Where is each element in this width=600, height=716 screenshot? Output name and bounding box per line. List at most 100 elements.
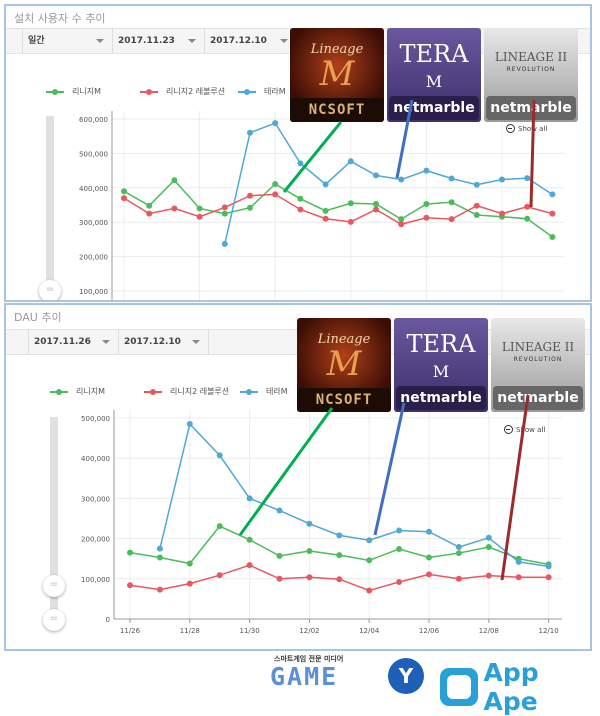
data-point [423, 215, 429, 221]
appape-logo: App Ape [440, 658, 600, 716]
data-point [348, 200, 354, 206]
y-tick-label: 100,000 [81, 576, 110, 584]
data-point [524, 216, 530, 222]
data-point [396, 579, 402, 585]
data-point [323, 216, 329, 222]
chevron-down-icon [96, 39, 104, 43]
data-point [549, 211, 555, 217]
panel-title: DAU 추이 [14, 309, 62, 325]
data-point [396, 528, 402, 534]
data-point [277, 553, 283, 559]
data-point [426, 529, 432, 535]
data-point [456, 544, 462, 550]
data-point [157, 554, 163, 560]
logo-brand: NCSOFT [290, 98, 384, 122]
data-point [157, 587, 163, 593]
series-line-1 [124, 194, 552, 224]
start-date-value: 2017.11.26 [34, 337, 91, 347]
data-point [277, 576, 283, 582]
data-point [197, 214, 203, 220]
gamey-bubble-icon: Y [388, 658, 424, 694]
x-tick-label: 11/30 [240, 627, 260, 635]
logo-sub: REVOLUTION [491, 356, 585, 363]
end-date-select[interactable]: 2017.12.10 [118, 330, 208, 354]
logo-brand: netmarble [493, 386, 583, 410]
data-point [456, 550, 462, 556]
data-point [336, 532, 342, 538]
y-tick-label: 600,000 [79, 116, 108, 124]
end-date-value: 2017.12.10 [210, 36, 267, 46]
data-point [297, 206, 303, 212]
data-point [499, 211, 505, 217]
data-point [247, 495, 253, 501]
data-point [197, 205, 203, 211]
data-point [247, 537, 253, 543]
logo-mark: M [297, 344, 391, 384]
end-date-value: 2017.12.10 [124, 337, 181, 347]
data-point [524, 204, 530, 210]
series-line-0 [130, 526, 549, 564]
data-point [456, 576, 462, 582]
y-tick-label: 200,000 [79, 254, 108, 262]
data-point [222, 211, 228, 217]
data-point [524, 175, 530, 181]
data-point [373, 206, 379, 212]
data-point [272, 181, 278, 187]
start-date-select[interactable]: 2017.11.23 [112, 29, 204, 53]
data-point [247, 562, 253, 568]
divider [208, 330, 209, 354]
data-point [423, 168, 429, 174]
data-point [336, 552, 342, 558]
start-date-value: 2017.11.23 [118, 36, 175, 46]
data-point [348, 219, 354, 225]
data-point [306, 521, 312, 527]
data-point [474, 212, 480, 218]
data-point [348, 158, 354, 164]
logo-brand: NCSOFT [297, 388, 391, 412]
logo-brand: netmarble [389, 96, 479, 120]
logo-title: LINEAGE II [491, 340, 585, 354]
data-point [426, 571, 432, 577]
x-tick-label: 12/04 [359, 627, 380, 635]
y-tick-label: 400,000 [81, 455, 110, 463]
logo-brand: netmarble [486, 96, 576, 120]
data-point [373, 201, 379, 207]
data-point [146, 211, 152, 217]
data-point [323, 208, 329, 214]
start-date-select[interactable]: 2017.11.26 [28, 330, 118, 354]
data-point [336, 576, 342, 582]
period-select[interactable]: 일간 [22, 29, 112, 53]
data-point [187, 421, 193, 427]
data-point [398, 177, 404, 183]
logo-brand: netmarble [396, 386, 486, 410]
data-point [323, 181, 329, 187]
logo-sub: M [387, 72, 481, 91]
data-point [297, 160, 303, 166]
y-tick-label: 200,000 [81, 536, 110, 544]
logo-sub: REVOLUTION [484, 66, 578, 73]
x-tick-label: 12/06 [419, 627, 440, 635]
data-point [306, 574, 312, 580]
data-point [486, 544, 492, 550]
end-date-select[interactable]: 2017.12.10 [204, 29, 296, 53]
data-point [398, 221, 404, 227]
x-tick-label: 11/26 [120, 627, 141, 635]
data-point [217, 523, 223, 529]
data-point [449, 199, 455, 205]
data-point [366, 537, 372, 543]
data-point [222, 204, 228, 210]
chevron-down-icon [188, 39, 196, 43]
logo-title: LINEAGE II [484, 50, 578, 64]
logo-sub: M [394, 362, 488, 381]
data-point [297, 196, 303, 202]
chevron-down-icon [192, 340, 200, 344]
y-tick-label: 0 [106, 616, 110, 624]
data-point [373, 172, 379, 178]
data-point [121, 188, 127, 194]
y-tick-label: 500,000 [79, 150, 108, 158]
chevron-down-icon [280, 39, 288, 43]
data-point [546, 563, 552, 569]
